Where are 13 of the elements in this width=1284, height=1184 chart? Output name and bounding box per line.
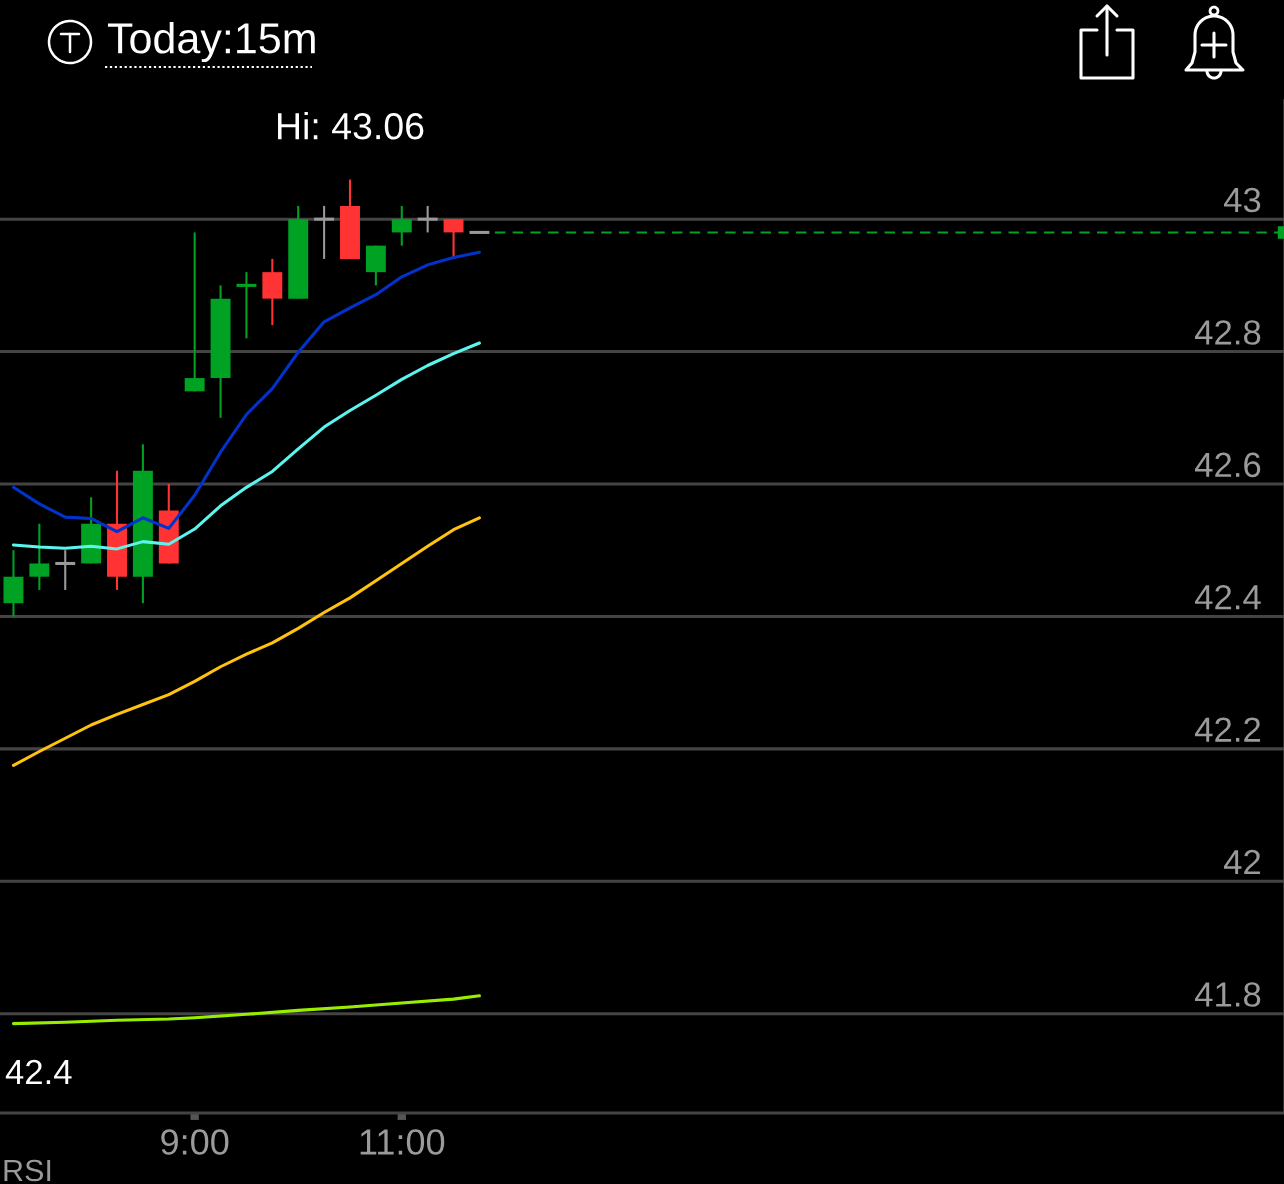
y-tick-label: 42.4 (1195, 584, 1261, 610)
annotation: 42.4 (5, 1059, 72, 1084)
annotation: Hi: 43.06 (278, 111, 424, 140)
y-tick-label: 42 (1223, 849, 1261, 875)
x-tick-label: 9:00 (161, 1129, 229, 1155)
chart-title: Today:15m (107, 21, 315, 63)
x-tick-label: 11:00 (360, 1129, 445, 1155)
y-tick-label: 42.8 (1195, 320, 1261, 345)
y-tick-label: 42.2 (1195, 717, 1261, 742)
y-tick-label: 42.6 (1195, 452, 1261, 478)
y-tick-label: 43 (1223, 187, 1261, 213)
text: RSI (4, 1159, 51, 1182)
y-tick-label: 41.8 (1195, 982, 1261, 1007)
